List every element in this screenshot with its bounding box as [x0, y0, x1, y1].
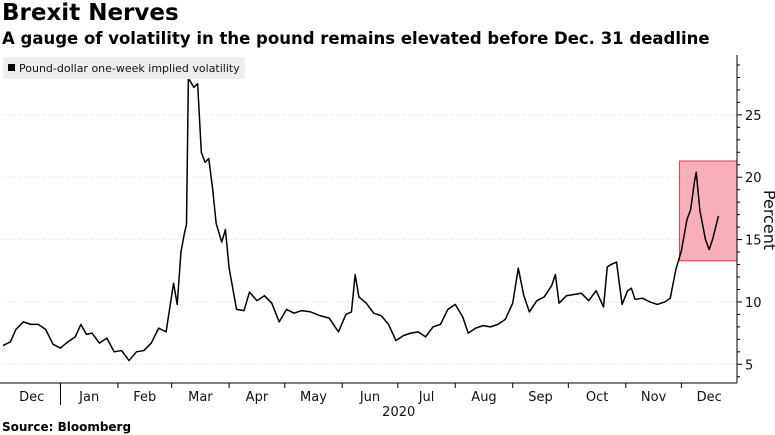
chart-title: Brexit Nerves	[2, 0, 179, 26]
y-tick-label: 20	[745, 171, 762, 186]
y-tick-label: 5	[745, 358, 753, 373]
source-note: Source: Bloomberg	[2, 420, 132, 434]
series-line	[2, 77, 720, 362]
x-tick-label: Jan	[78, 390, 99, 405]
x-tick-label: Jul	[418, 390, 435, 405]
x-tick-label: Oct	[586, 390, 608, 405]
x-tick-label: Dec	[19, 390, 44, 405]
y-tick-label: 25	[745, 109, 762, 124]
legend-box	[3, 57, 245, 79]
chart-subtitle: A gauge of volatility in the pound remai…	[2, 29, 710, 48]
x-tick-label: Dec	[697, 390, 722, 405]
legend-label: Pound-dollar one-week implied volatility	[19, 62, 240, 75]
y-tick-label: 15	[745, 234, 762, 249]
series-layer	[2, 77, 720, 362]
x-year-label: 2020	[382, 405, 415, 420]
legend: Pound-dollar one-week implied volatility	[3, 57, 245, 79]
axes: 5 10 15 20 25 Percent Dec Jan Feb Mar Apr May Jun Jul…	[0, 55, 775, 420]
x-tick-label: Jun	[359, 390, 380, 405]
y-axis-title: Percent	[760, 190, 775, 250]
legend-swatch	[8, 64, 15, 71]
x-tick-label: Sep	[528, 390, 553, 405]
x-tick-label: Mar	[188, 390, 213, 405]
highlight-box	[679, 160, 738, 262]
x-tick-label: May	[300, 390, 327, 405]
x-tick-label: Feb	[133, 390, 156, 405]
gridlines	[3, 114, 737, 365]
y-tick-label: 10	[745, 296, 762, 311]
x-tick-label: Apr	[246, 390, 269, 405]
x-tick-label: Nov	[641, 390, 667, 405]
x-tick-label: Aug	[471, 390, 496, 405]
highlight-layer	[679, 160, 738, 262]
